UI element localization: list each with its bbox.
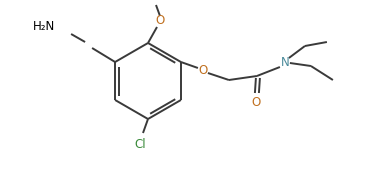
Text: H₂N: H₂N [33, 21, 55, 34]
Text: N: N [280, 56, 289, 69]
Text: O: O [251, 96, 260, 109]
Text: O: O [155, 15, 165, 28]
Text: O: O [198, 63, 208, 76]
Text: Cl: Cl [134, 139, 146, 152]
